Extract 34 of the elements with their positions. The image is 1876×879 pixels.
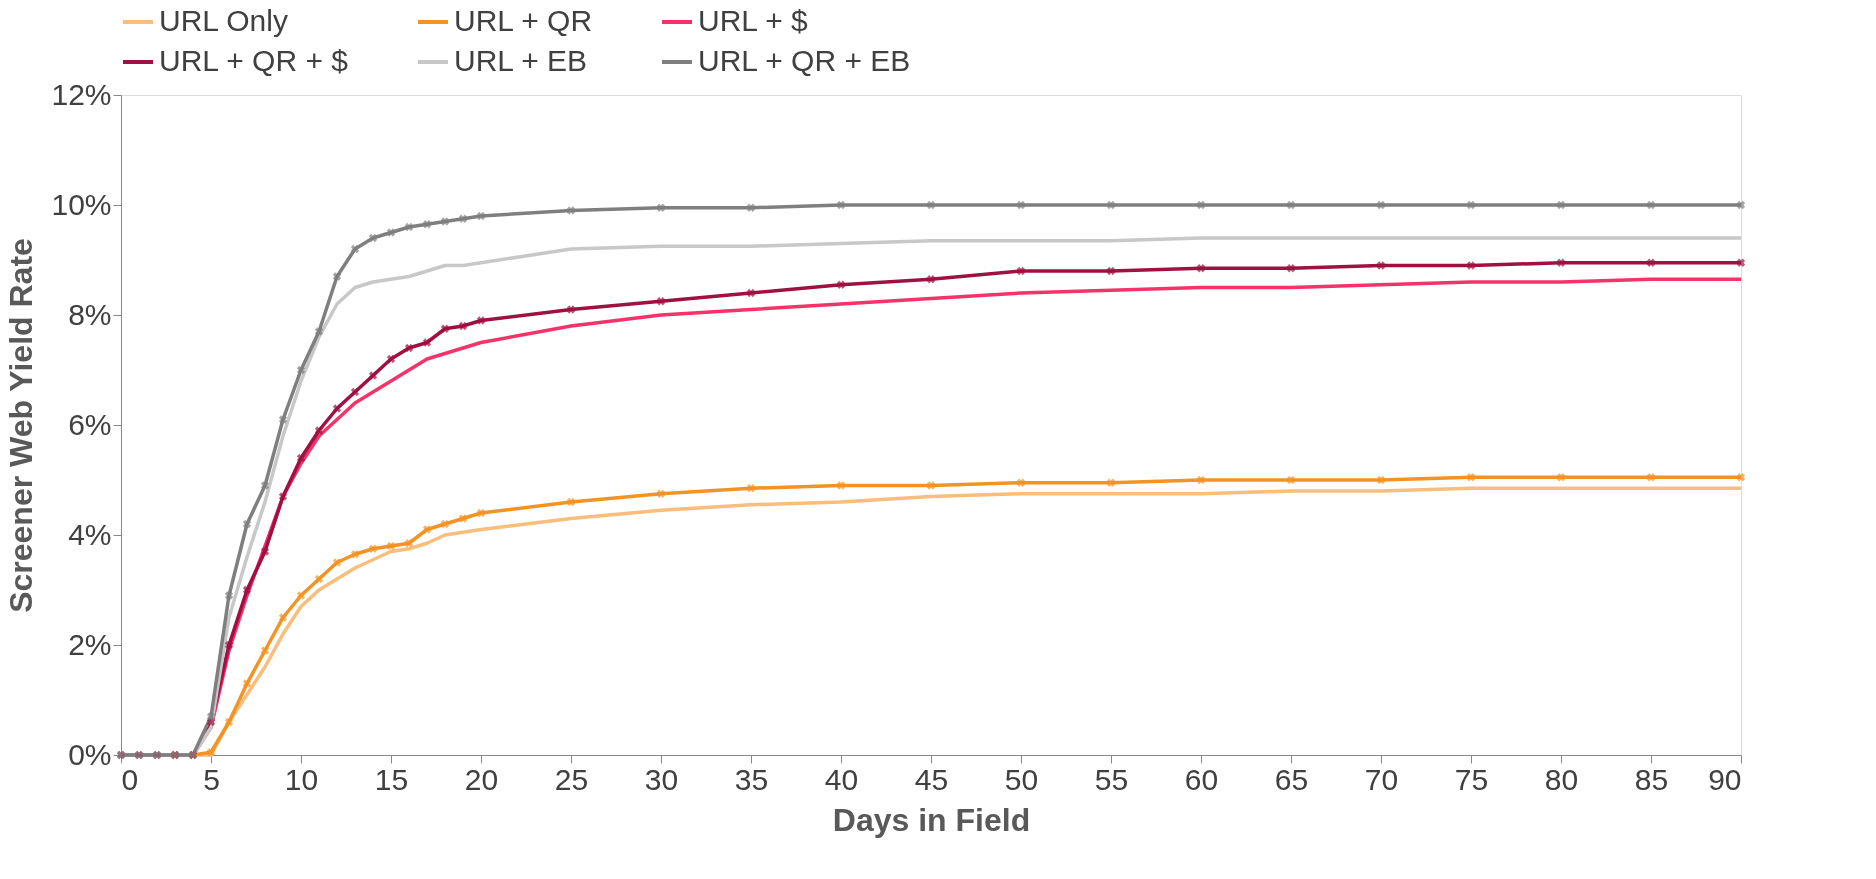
x-tick-label: 40 — [824, 762, 859, 796]
legend-label: URL + QR + EB — [698, 44, 911, 77]
x-tick-label: 25 — [554, 762, 589, 796]
x-tick-label: 65 — [1274, 762, 1309, 796]
x-tick-label: 10 — [284, 762, 319, 796]
legend-label: URL + EB — [454, 44, 588, 77]
x-tick-label: 70 — [1364, 762, 1399, 796]
y-tick-label: 6% — [68, 407, 112, 441]
x-tick-label: 75 — [1454, 762, 1489, 796]
x-tick-label: 30 — [644, 762, 679, 796]
x-tick-label: 45 — [914, 762, 949, 796]
y-tick-label: 8% — [68, 297, 112, 331]
x-tick-label: 60 — [1184, 762, 1219, 796]
legend-label: URL + $ — [698, 4, 809, 37]
y-axis-title: Screener Web Yield Rate — [3, 238, 40, 613]
legend-label: URL Only — [159, 4, 288, 37]
x-tick-label: 85 — [1634, 762, 1669, 796]
x-tick-label: 5 — [203, 762, 220, 796]
y-tick-label: 10% — [51, 187, 112, 221]
x-tick-label: 80 — [1544, 762, 1579, 796]
x-tick-label: 15 — [374, 762, 409, 796]
x-tick-label: 0 — [121, 762, 139, 796]
x-tick-label: 50 — [1004, 762, 1039, 796]
x-axis-title: Days in Field — [832, 801, 1031, 838]
y-tick-label: 0% — [68, 737, 112, 771]
x-tick-label: 55 — [1094, 762, 1129, 796]
x-tick-label: 90 — [1708, 762, 1742, 796]
x-tick-label: 20 — [464, 762, 499, 796]
legend-label: URL + QR + $ — [159, 44, 349, 77]
y-tick-label: 12% — [51, 77, 112, 111]
x-tick-label: 35 — [734, 762, 769, 796]
y-tick-label: 2% — [68, 627, 112, 661]
y-tick-label: 4% — [68, 517, 112, 551]
legend-label: URL + QR — [454, 4, 593, 37]
